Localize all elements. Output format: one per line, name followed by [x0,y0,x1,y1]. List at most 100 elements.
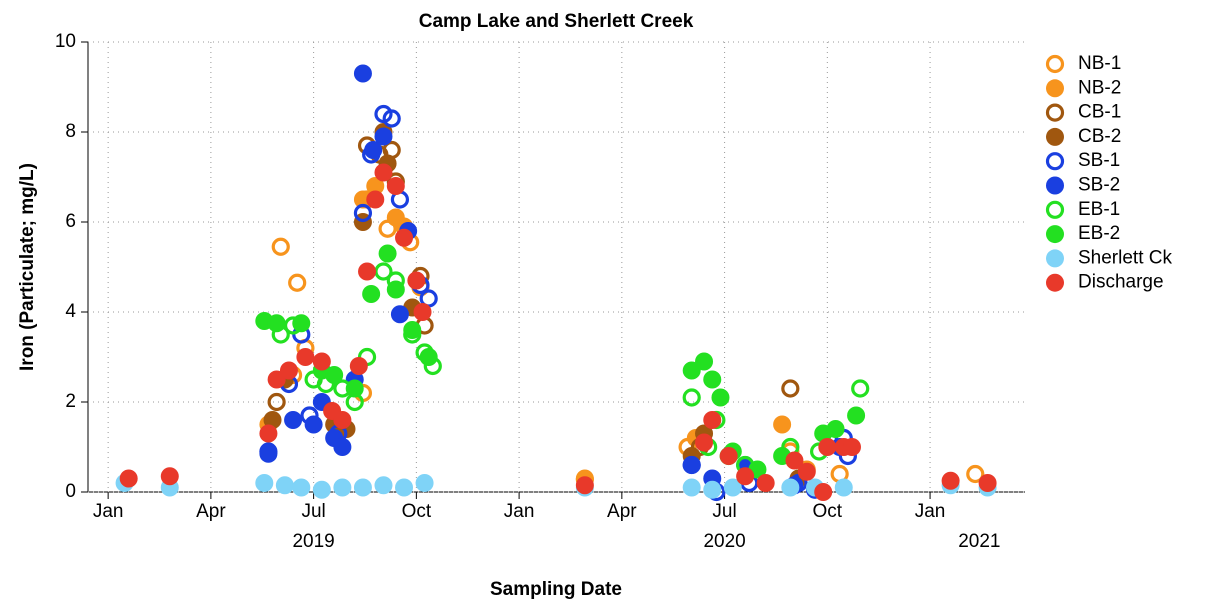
data-point [736,467,755,486]
data-point [695,433,714,452]
x-tick-label: Jul [712,501,736,522]
data-point [407,271,426,290]
data-point [160,467,179,486]
data-point [826,420,845,438]
data-point [851,379,870,398]
legend-marker [1045,103,1065,122]
legend-label: CB-1 [1078,102,1121,123]
data-point [284,411,303,429]
data-point [271,237,290,256]
data-point [682,388,701,407]
data-point [275,476,294,495]
data-point [797,462,816,481]
data-point [682,361,701,380]
data-point [358,262,377,281]
data-point [756,474,775,492]
data-point [353,64,372,83]
data-point [711,388,730,407]
x-tick-label: Oct [813,501,843,522]
data-point [719,447,738,465]
y-tick-label: 6 [65,211,76,232]
data-point [818,438,837,456]
data-point [119,469,138,488]
data-point [723,478,742,497]
data-point [333,438,352,456]
data-point [366,190,385,209]
data-point [374,127,393,146]
data-point [364,141,383,159]
data-point [292,478,311,497]
legend-label: SB-2 [1078,175,1120,196]
legend-marker [1046,127,1064,146]
y-tick-label: 2 [65,391,76,412]
data-point [834,478,853,497]
data-point [366,177,385,195]
data-point [695,352,714,371]
data-point [703,480,722,499]
data-point [978,474,997,492]
data-point [395,228,414,247]
data-point [345,379,364,398]
data-point [312,480,331,499]
data-point [390,305,409,324]
data-point [575,476,594,495]
legend-label: Discharge [1078,272,1164,293]
data-point [312,352,331,371]
data-point [403,321,422,339]
x-year-label: 2019 [292,531,334,552]
data-point [292,314,311,333]
x-tick-label: Jan [93,501,124,522]
data-point [267,370,286,389]
x-tick-label: Jan [504,501,535,522]
legend-marker [1045,152,1065,171]
x-tick-label: Oct [402,501,432,522]
data-point [378,244,397,263]
data-point [255,474,274,492]
data-point [353,478,372,497]
data-point [847,406,866,425]
legend-label: EB-2 [1078,223,1120,244]
data-point [682,478,701,497]
x-tick-label: Apr [607,501,637,522]
data-point [333,411,352,429]
legend-label: CB-2 [1078,126,1121,147]
data-point [267,392,286,412]
legend-marker [1046,176,1064,195]
data-point [842,438,861,456]
data-point [703,370,722,389]
legend-marker [1045,54,1065,74]
data-point [259,444,278,463]
data-point [814,483,833,501]
data-point [785,451,804,470]
legend-marker [1046,273,1064,292]
data-point [781,379,800,398]
legend-marker [1045,200,1065,219]
data-point [773,415,792,434]
data-point [386,280,405,299]
data-point [703,411,722,429]
data-point [682,456,701,474]
legend-label: NB-1 [1078,53,1121,74]
legend-marker [1046,225,1064,244]
data-point [419,348,438,366]
data-point [374,163,393,182]
legend-marker [1046,249,1064,268]
legend-label: SB-1 [1078,150,1120,171]
data-point [325,366,344,384]
x-tick-label: Apr [196,501,226,522]
data-point [415,474,434,492]
data-point [304,415,323,434]
y-tick-label: 0 [65,481,76,502]
x-tick-label: Jan [915,501,946,522]
legend-label: Sherlett Ck [1078,247,1172,268]
data-point [395,478,414,497]
x-tick-label: Jul [301,501,325,522]
data-point [259,424,278,443]
data-point [353,190,372,209]
data-point [296,348,315,366]
data-point [413,303,432,321]
y-tick-label: 8 [65,121,76,142]
data-point [288,273,307,292]
legend-label: NB-2 [1078,77,1121,98]
